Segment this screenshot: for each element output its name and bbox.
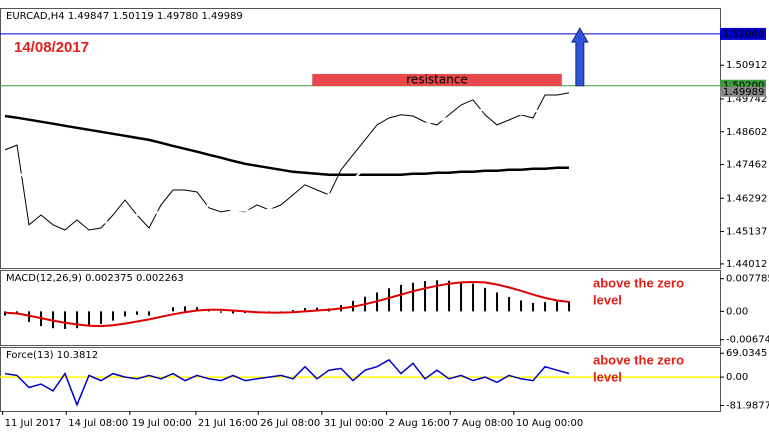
level-label-box	[720, 27, 766, 40]
histogram-bar	[544, 302, 547, 312]
histogram-bar	[100, 311, 103, 324]
pane	[0, 8, 721, 269]
histogram-bar	[28, 311, 31, 322]
histogram-bar	[388, 288, 391, 312]
histogram-bar	[436, 280, 439, 312]
histogram-bar	[136, 311, 139, 315]
histogram-bar	[124, 311, 127, 317]
pane-title: MACD(12,26,9) 0.002375 0.002263	[6, 273, 184, 284]
series-line	[4, 103, 570, 224]
histogram-bar	[304, 308, 307, 312]
y-tick-label: 0.007785	[726, 274, 769, 285]
arrow	[570, 27, 589, 87]
y-tick-label: 1.45137	[726, 227, 767, 238]
last-price-label: 1.49989	[723, 87, 764, 98]
histogram-bar	[172, 307, 175, 312]
pane-title: Force(13) 10.3812	[6, 350, 98, 361]
series-line	[4, 358, 570, 407]
pane	[0, 347, 721, 412]
y-tick-label: -0.006745	[726, 335, 769, 346]
histogram-bar	[556, 301, 559, 312]
x-tick-label: 11 Jul 2017	[5, 418, 62, 429]
y-tick-label: 1.49742	[726, 94, 767, 105]
histogram-bar	[496, 292, 499, 312]
y-tick-label: 1.47462	[726, 160, 767, 171]
x-tick-label: 21 Jul 16:00	[198, 418, 258, 429]
histogram-bar	[184, 306, 187, 312]
pane	[0, 270, 721, 346]
histogram-bar	[16, 311, 19, 314]
x-tick-label: 26 Jul 08:00	[260, 418, 320, 429]
histogram-bar	[232, 311, 235, 314]
histogram-bar	[208, 310, 211, 312]
annotation: level	[593, 292, 622, 307]
histogram-bar	[196, 307, 199, 312]
histogram-bar	[88, 311, 91, 327]
series-line	[4, 92, 570, 231]
y-tick-label: 69.0345	[726, 348, 767, 359]
histogram-bar	[76, 311, 79, 329]
last-price-box	[720, 86, 766, 97]
y-tick-label: 1.46292	[726, 193, 767, 204]
x-tick-label: 19 Jul 00:00	[132, 418, 192, 429]
y-tick-label: -81.9877	[726, 400, 769, 411]
x-tick-label: 31 Jul 00:00	[324, 418, 384, 429]
resistance-zone	[312, 73, 562, 87]
x-tick-label: 14 Jul 08:00	[68, 418, 128, 429]
y-tick-label: 0.00	[726, 372, 748, 383]
y-tick-label: 1.48602	[726, 127, 767, 138]
series-line	[4, 280, 570, 328]
x-tick-label: 10 Aug 00:00	[516, 418, 583, 429]
level-label: 1.50200	[723, 81, 764, 92]
y-tick-label: 0.00	[726, 306, 748, 317]
histogram-bar	[568, 301, 571, 312]
annotation: above the zero	[593, 275, 684, 290]
annotation: level	[593, 369, 622, 384]
histogram-bar	[292, 310, 295, 312]
x-tick-label: 2 Aug 16:00	[389, 418, 450, 429]
histogram-bar	[64, 311, 67, 330]
date-label: 14/08/2017	[14, 39, 89, 56]
histogram-bar	[112, 311, 115, 321]
histogram-bar	[424, 281, 427, 312]
histogram-bar	[520, 300, 523, 312]
pane-title: EURCAD,H4 1.49847 1.50119 1.49780 1.4998…	[6, 11, 243, 22]
y-tick-label: 1.50912	[726, 60, 767, 71]
histogram-bar	[472, 283, 475, 312]
histogram-bar	[400, 284, 403, 312]
resistance-label: resistance	[406, 72, 468, 86]
histogram-bar	[448, 280, 451, 312]
histogram-bar	[508, 297, 511, 312]
histogram-bar	[460, 281, 463, 312]
annotation: above the zero	[593, 352, 684, 367]
level-label: 1.52000	[723, 29, 764, 40]
histogram-bar	[412, 282, 415, 312]
histogram-bar	[148, 311, 151, 316]
histogram-bar	[484, 287, 487, 312]
y-tick-label: 1.44012	[726, 259, 767, 270]
histogram-bar	[220, 311, 223, 313]
x-tick-label: 7 Aug 08:00	[452, 418, 513, 429]
histogram-bar	[532, 302, 535, 312]
series-line	[4, 114, 569, 176]
